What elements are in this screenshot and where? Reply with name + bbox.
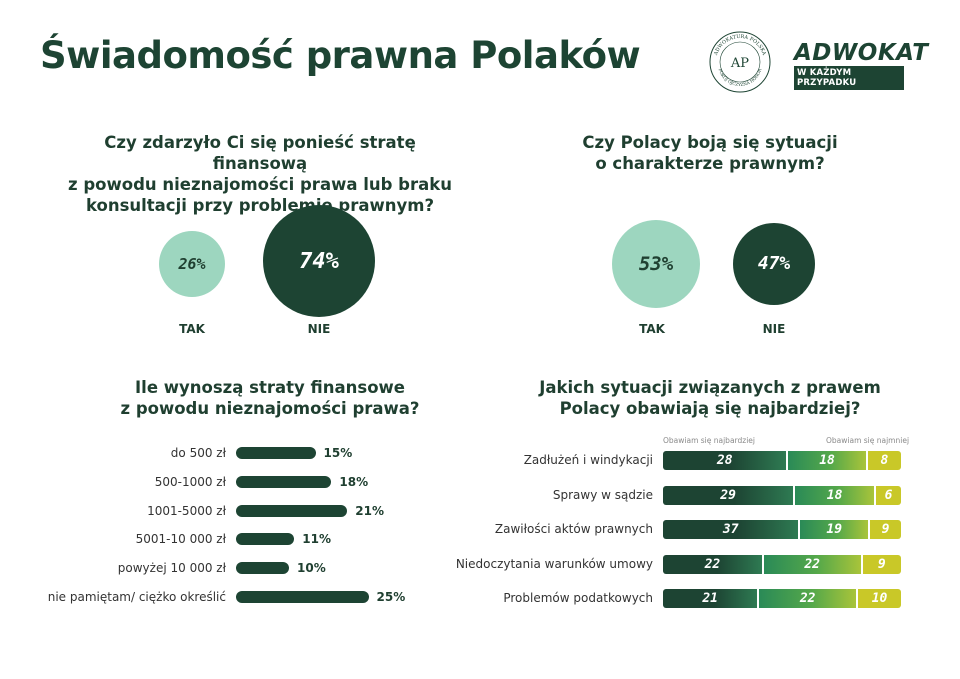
fear-stacked-bar: 29 18 6 xyxy=(663,485,901,505)
fear-bar-segment: 21 xyxy=(663,589,758,608)
q1-line-1: Czy zdarzyło Ci się ponieść stratę finan… xyxy=(104,133,416,173)
q2-nie-label: NIE xyxy=(762,322,786,336)
fear-bar-segment: 19 xyxy=(798,520,869,539)
loss-bar xyxy=(236,562,289,575)
loss-bar xyxy=(236,475,332,488)
fear-bar-label: Niedoczytania warunków umowy xyxy=(455,556,653,571)
loss-bar-value: 11% xyxy=(302,532,332,547)
fear-bar-segment: 22 xyxy=(757,589,857,608)
loss-bar-label: 1001-5000 zł xyxy=(147,503,226,518)
fear-bar-segment: 22 xyxy=(663,554,762,574)
loss-bar xyxy=(236,504,348,517)
q2-tak-label: TAK xyxy=(639,322,665,336)
q2-line-2: o charakterze prawnym? xyxy=(595,154,825,173)
seal-top-text: ADWOKATURA POLSKA xyxy=(713,34,767,57)
fear-bar-segment: 37 xyxy=(663,520,799,539)
fear-bar-label: Zawiłości aktów prawnych xyxy=(494,522,653,536)
q1-nie-value: 74% xyxy=(299,248,339,274)
loss-bar-label: 500-1000 zł xyxy=(154,474,226,489)
q4-line-2: Polacy obawiają się najbardziej? xyxy=(559,399,861,418)
question-financial-loss: Czy zdarzyło Ci się ponieść stratę finan… xyxy=(60,132,460,216)
fear-bar-label: Sprawy w sądzie xyxy=(552,487,653,502)
question-feared-situations: Jakich sytuacji związanych z prawem Pola… xyxy=(530,377,890,419)
q1-nie-circle: 74% xyxy=(263,205,375,317)
q3-line-1: Ile wynoszą straty finansowe xyxy=(135,378,405,397)
fear-bar-segment: 22 xyxy=(761,554,861,574)
loss-bar-value: 25% xyxy=(376,590,406,604)
q2-nie-value: 47% xyxy=(757,253,791,275)
page-title: Świadomość prawna Polaków xyxy=(40,34,641,77)
question-loss-amount: Ile wynoszą straty finansowe z powodu ni… xyxy=(80,377,460,419)
q1-nie-label: NIE xyxy=(307,322,331,336)
scale-least-feared: Obawiam się najmniej xyxy=(826,436,910,445)
fear-stacked-bar: 37 19 9 xyxy=(663,520,901,539)
adwokatura-seal-logo: ADWOKATURA POLSKA POKÓJ OJCZYZNA HONOR A… xyxy=(709,31,771,93)
q1-tak-label: TAK xyxy=(179,322,205,336)
fear-bar-segment: 29 xyxy=(663,485,794,505)
loss-bar-value: 10% xyxy=(297,561,326,576)
fear-bar-segment: 6 xyxy=(874,485,901,505)
q1-line-3: konsultacji przy problemie prawnym? xyxy=(85,196,435,215)
fear-bar-segment: 8 xyxy=(865,451,901,470)
loss-bar-value: 18% xyxy=(339,474,369,489)
adwokat-brand-logo: ADWOKAT W KAŻDYM PRZYPADKU xyxy=(794,40,929,90)
q1-tak-circle: 26% xyxy=(158,230,226,298)
question-legal-fear: Czy Polacy boją się sytuacji o charakter… xyxy=(540,132,880,174)
svg-text:ADWOKATURA POLSKA: ADWOKATURA POLSKA xyxy=(713,34,767,57)
brand-sub-text: W KAŻDYM PRZYPADKU xyxy=(794,66,904,90)
q2-nie-circle: 47% xyxy=(732,222,816,306)
loss-bar-label: do 500 zł xyxy=(170,446,226,460)
loss-bar xyxy=(236,533,295,546)
scale-most-feared: Obawiam się najbardziej xyxy=(663,436,755,445)
loss-bar-label: nie pamiętam/ ciężko określić xyxy=(47,590,226,604)
fear-bar-label: Problemów podatkowych xyxy=(503,591,653,605)
loss-bar-label: powyżej 10 000 zł xyxy=(117,561,226,576)
q1-tak-value: 26% xyxy=(178,254,206,273)
fear-bar-segment: 9 xyxy=(868,520,901,539)
loss-bar-value: 15% xyxy=(323,446,353,460)
loss-bar-value: 21% xyxy=(355,503,385,518)
q2-tak-circle: 53% xyxy=(612,220,700,308)
loss-bar xyxy=(236,591,369,603)
loss-bar-label: 5001-10 000 zł xyxy=(135,532,226,547)
q1-line-2: z powodu nieznajomości prawa lub braku xyxy=(68,175,452,194)
fear-stacked-bar: 21 22 10 xyxy=(663,589,901,608)
loss-bar xyxy=(236,447,316,459)
fear-stacked-bar: 22 22 9 xyxy=(663,554,901,574)
fear-stacked-bar: 28 18 8 xyxy=(663,451,901,470)
seal-center-text: AP xyxy=(730,56,749,71)
q3-line-2: z powodu nieznajomości prawa? xyxy=(120,399,420,418)
q2-line-1: Czy Polacy boją się sytuacji xyxy=(582,133,838,152)
fear-bar-segment: 18 xyxy=(786,451,866,470)
fear-bar-segment: 9 xyxy=(860,554,901,574)
fear-bar-label: Zadłużeń i windykacji xyxy=(523,453,653,467)
q4-line-1: Jakich sytuacji związanych z prawem xyxy=(539,378,881,397)
fear-bar-segment: 28 xyxy=(663,451,787,470)
fear-bar-segment: 10 xyxy=(856,589,901,608)
q2-tak-value: 53% xyxy=(638,253,674,275)
brand-main-text: ADWOKAT xyxy=(794,40,929,66)
fear-bar-segment: 18 xyxy=(793,485,875,505)
